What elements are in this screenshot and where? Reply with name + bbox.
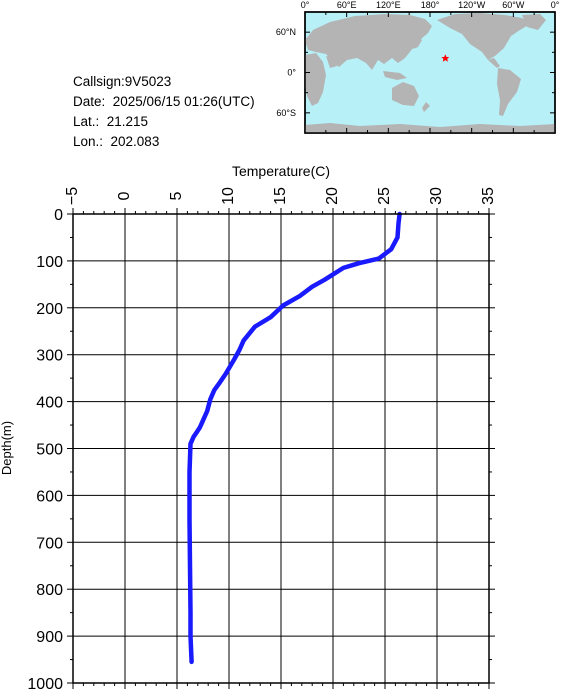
y-axis-title: Depth(m) [0,421,14,475]
chart-grid [72,213,490,684]
x-tick-label: 0 [116,191,133,200]
x-axis-ticks: −5 0 5 10 15 20 25 30 35 [64,187,497,689]
land-new-zealand [422,102,430,112]
map-lon-label: 0° [551,0,560,10]
plot-frame [72,213,490,684]
land-eurasia [305,14,432,70]
map-lon-label: 120°W [458,0,486,10]
y-tick-label: 500 [36,442,63,459]
map-lat-label: 60°S [276,108,296,118]
map-ticks [304,11,556,134]
map-lat-label: 60°N [276,27,296,37]
land-africa [305,53,326,106]
x-tick-label: 15 [272,187,289,205]
y-axis-ticks: 0 100 200 300 400 500 600 700 800 900 1000 [27,207,495,690]
y-tick-label: 200 [36,301,63,318]
y-tick-label: 1000 [27,676,63,690]
date-text: Date: 2025/06/15 01:26(UTC) [73,94,255,109]
latitude-text: Lat.: 21.215 [73,114,149,129]
map-lon-label: 0° [301,0,310,10]
x-tick-label: 10 [220,187,237,205]
map-lon-label: 60°W [502,0,525,10]
y-tick-label: 300 [36,348,63,365]
y-tick-label: 700 [36,535,63,552]
x-tick-label: 30 [428,187,445,205]
y-tick-label: 100 [36,254,63,271]
y-tick-label: 800 [36,582,63,599]
map-labels: 0° 60°E 120°E 180° 120°W 60°W 0° 60°N 0° 60°S [276,0,560,118]
longitude-text: Lon.: 202.083 [73,134,160,149]
land-central-america [488,58,500,68]
land-north-america [437,13,530,60]
station-info: Callsign:9V5023 Date: 2025/06/15 01:26(U… [73,72,255,152]
y-tick-label: 0 [54,207,63,224]
temperature-profile-line [187,211,402,665]
land-south-america [497,68,521,116]
map-lon-label: 60°E [337,0,357,10]
x-tick-label: 35 [480,187,497,205]
land-japan [413,37,422,49]
map-lon-label: 180° [421,0,440,10]
land-arabia [326,56,338,68]
world-map: 0° 60°E 120°E 180° 120°W 60°W 0° 60°N 0° 60°S [276,0,560,134]
x-tick-label: −5 [64,187,81,205]
land-greenland [522,14,546,30]
y-tick-label: 600 [36,488,63,505]
x-tick-label: 5 [168,191,185,200]
y-tick-label: 900 [36,629,63,646]
land-indonesia [383,71,407,80]
map-lon-label: 120°E [376,0,401,10]
y-tick-label: 400 [36,395,63,412]
map-lat-label: 0° [287,68,296,78]
station-marker-icon [441,54,450,62]
x-tick-label: 25 [376,187,393,205]
land-australia [392,82,419,106]
callsign-text: Callsign:9V5023 [73,74,172,89]
x-tick-label: 20 [324,187,341,205]
